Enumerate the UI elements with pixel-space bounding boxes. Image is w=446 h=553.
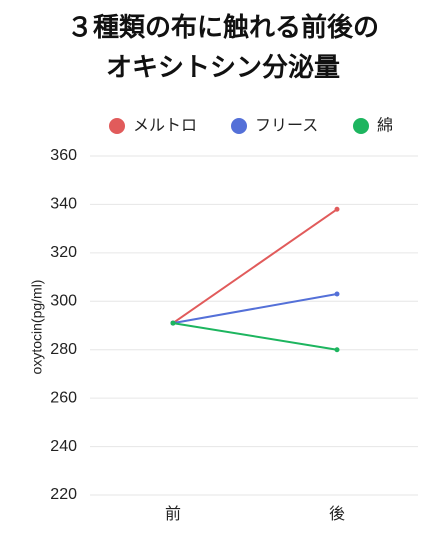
legend-marker[interactable] xyxy=(231,118,247,134)
y-axis: 220 240 260 280 300 320 340 360 xyxy=(50,147,77,503)
y-tick-label: 360 xyxy=(50,147,77,164)
y-tick-label: 340 xyxy=(50,196,77,213)
series-line xyxy=(172,208,338,324)
chart-title: ３種類の布に触れる前後の オキシトシン分泌量 xyxy=(0,8,446,88)
data-point xyxy=(334,206,340,212)
data-point xyxy=(170,320,176,326)
y-tick-label: 240 xyxy=(50,438,77,455)
y-axis-label: oxytocin(pg/ml) xyxy=(29,280,45,375)
legend: メルトロ フリース 綿 xyxy=(109,116,393,135)
series-line xyxy=(172,322,338,351)
x-tick-label: 前 xyxy=(165,505,181,523)
x-tick-label: 後 xyxy=(329,505,345,523)
y-tick-label: 280 xyxy=(50,341,77,358)
y-tick-label: 220 xyxy=(50,486,77,503)
data-point xyxy=(334,291,340,297)
y-tick-label: 320 xyxy=(50,244,77,261)
legend-label[interactable]: フリース xyxy=(255,116,318,135)
y-tick-label: 300 xyxy=(50,293,77,310)
y-tick-label: 260 xyxy=(50,389,77,406)
legend-marker[interactable] xyxy=(353,118,369,134)
series-line xyxy=(172,293,338,325)
data-point xyxy=(334,347,340,353)
chart-title-line-2: オキシトシン分泌量 xyxy=(105,53,340,83)
legend-label[interactable]: メルトロ xyxy=(133,116,197,135)
x-axis: 前後 xyxy=(165,505,345,523)
legend-label[interactable]: 綿 xyxy=(377,116,393,135)
series-group xyxy=(170,206,340,353)
legend-marker[interactable] xyxy=(109,118,125,134)
chart-title-line-1: ３種類の布に触れる前後の xyxy=(66,13,379,43)
grid-lines xyxy=(90,155,418,496)
